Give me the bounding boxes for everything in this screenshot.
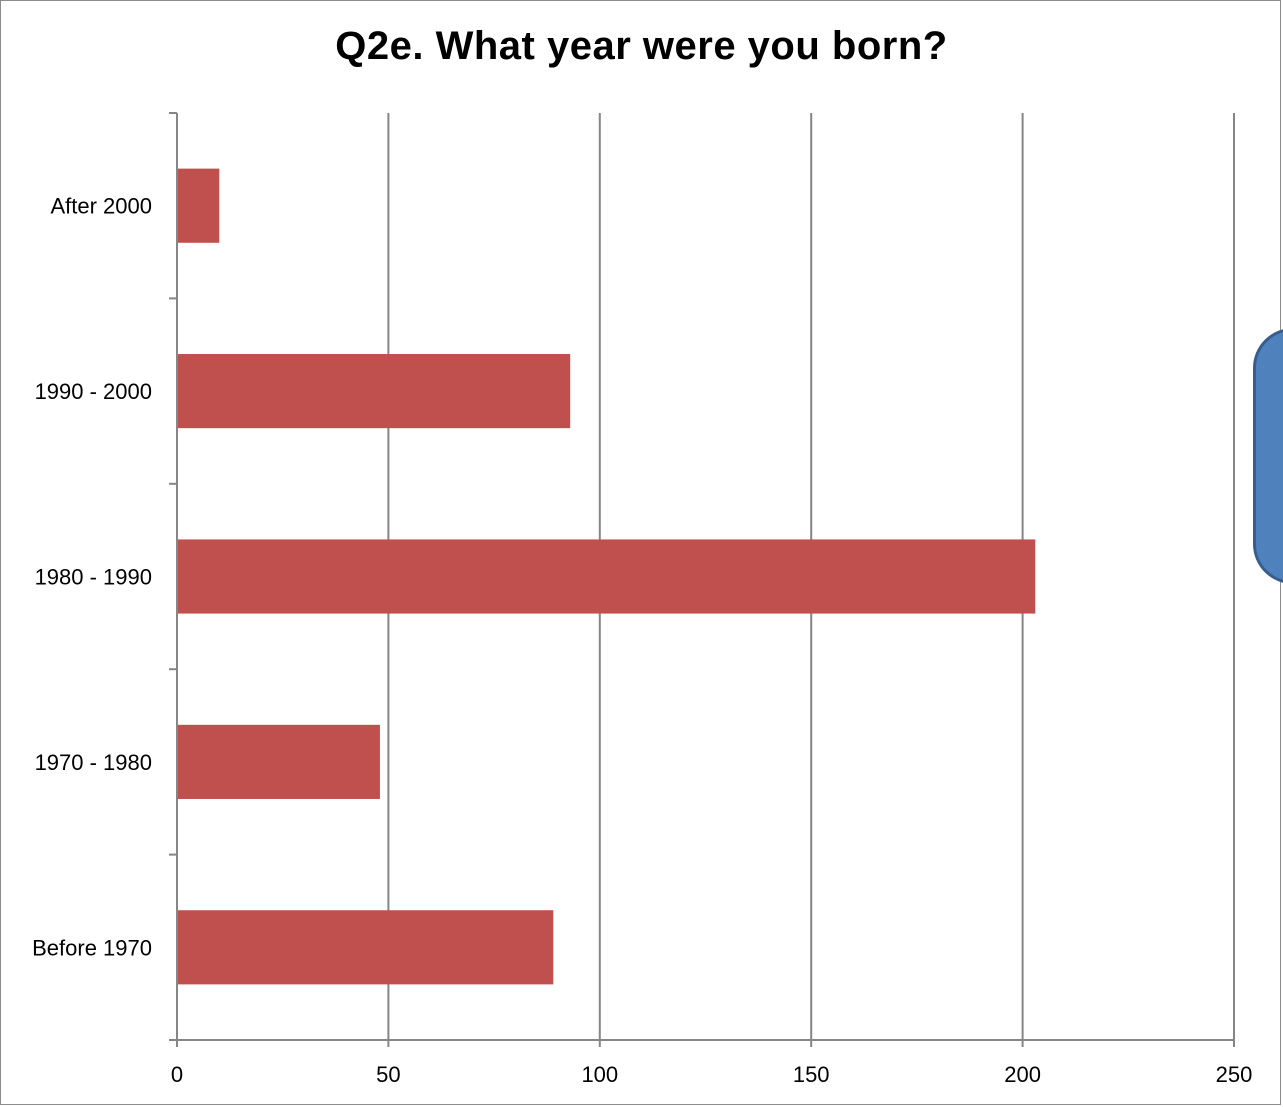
y-tick-label: 1970 - 1980 — [35, 750, 152, 775]
bar — [177, 910, 554, 985]
bar — [177, 354, 571, 429]
x-tick-label: 0 — [171, 1062, 183, 1087]
y-tick-labels: After 2000 1990 - 2000 1980 - 1990 1970 - 1… — [32, 194, 152, 961]
x-tick-labels: 0 50 100 150 200 250 — [171, 1062, 1252, 1087]
bars — [177, 168, 1036, 985]
x-tick-label: 250 — [1216, 1062, 1253, 1087]
y-tick-label: 1990 - 2000 — [35, 379, 152, 404]
side-shape — [1253, 328, 1283, 584]
bar — [177, 168, 220, 243]
bar — [177, 724, 380, 799]
x-tick-label: 150 — [793, 1062, 830, 1087]
bar — [177, 539, 1036, 614]
x-tick-label: 200 — [1004, 1062, 1041, 1087]
y-tick-label: After 2000 — [50, 194, 152, 219]
x-tick-label: 100 — [581, 1062, 618, 1087]
y-tick-label: Before 1970 — [32, 935, 152, 960]
x-tick-label: 50 — [376, 1062, 400, 1087]
y-tick-label: 1980 - 1990 — [35, 565, 152, 590]
chart-title: Q2e. What year were you born? — [335, 24, 948, 68]
axes — [169, 112, 1235, 1047]
